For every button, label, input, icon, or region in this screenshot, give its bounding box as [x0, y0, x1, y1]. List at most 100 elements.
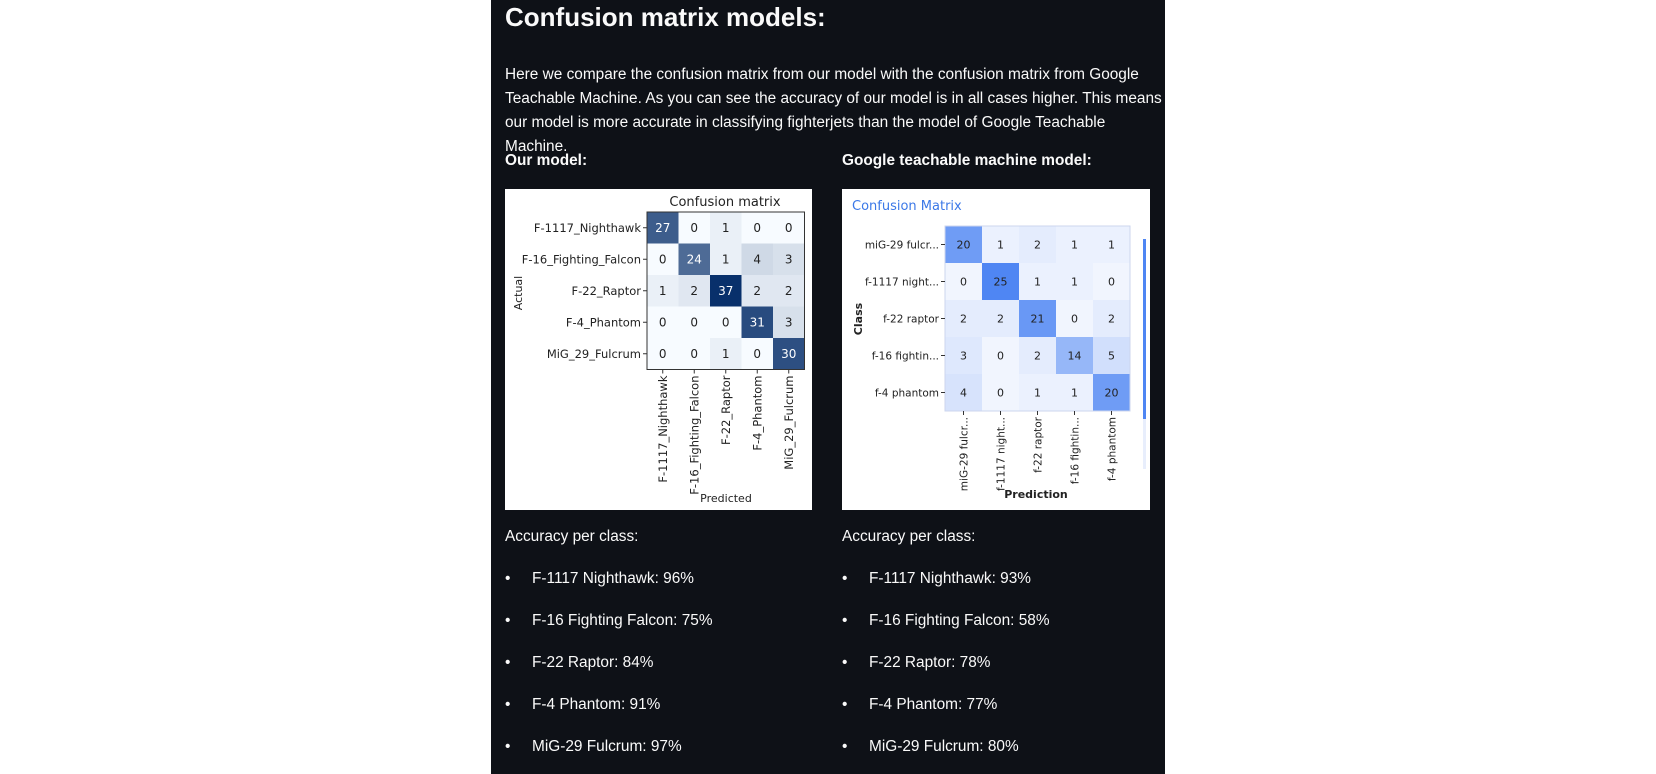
- our-model-heading: Our model:: [505, 152, 588, 169]
- cell-value: 3: [960, 350, 967, 363]
- matrix-cell: [1019, 226, 1056, 263]
- bullet: •: [505, 654, 511, 671]
- y-tick-label: F-22_Raptor: [571, 284, 641, 298]
- cell-value: 2: [753, 284, 761, 298]
- x-tick-label: f-1117 night...: [996, 417, 1008, 491]
- bullet: •: [842, 738, 848, 755]
- cell-value: 2: [1034, 350, 1041, 363]
- cell-value: 2: [997, 313, 1004, 326]
- matrix-cell: [773, 306, 805, 338]
- cell-value: 1: [1071, 239, 1078, 252]
- cell-value: 14: [1068, 350, 1082, 363]
- y-tick-label: F-4_Phantom: [566, 315, 641, 329]
- matrix-cell: [647, 338, 679, 370]
- matrix-cell: [647, 243, 679, 275]
- x-tick-label: f-4 phantom: [1107, 417, 1119, 481]
- matrix-cell: [1056, 337, 1093, 374]
- matrix-cell: [1019, 263, 1056, 300]
- cell-value: 0: [997, 350, 1004, 363]
- chart-title: Confusion Matrix: [852, 199, 962, 214]
- accuracy-item-text: F-22 Raptor: 84%: [532, 654, 654, 671]
- matrix-cell: [982, 300, 1019, 337]
- cell-value: 21: [1031, 313, 1045, 326]
- cell-value: 0: [997, 387, 1004, 400]
- cell-value: 0: [659, 252, 667, 266]
- matrix-cell: [1093, 263, 1130, 300]
- cell-value: 1: [722, 252, 730, 266]
- matrix-cell: [710, 338, 742, 370]
- bullet: •: [505, 570, 511, 587]
- cell-value: 0: [753, 221, 761, 235]
- accuracy-item-text: MiG-29 Fulcrum: 80%: [869, 738, 1019, 755]
- cell-value: 20: [1105, 387, 1119, 400]
- cell-value: 27: [655, 221, 670, 235]
- matrix-cell: [982, 263, 1019, 300]
- matrix-cell: [1056, 300, 1093, 337]
- matrix-cell: [741, 243, 773, 275]
- x-tick-label: F-16_Fighting_Falcon: [687, 376, 701, 495]
- accuracy-item-text: F-4 Phantom: 77%: [869, 696, 998, 713]
- matrix-cell: [741, 275, 773, 307]
- cell-value: 1: [1108, 239, 1115, 252]
- matrix-cell: [982, 337, 1019, 374]
- matrix-cell: [1056, 263, 1093, 300]
- y-tick-label: MiG_29_Fulcrum: [547, 347, 641, 361]
- page-title: Confusion matrix models:: [505, 2, 826, 32]
- y-tick-label: F-1117_Nighthawk: [534, 221, 641, 235]
- matrix-cell: [945, 300, 982, 337]
- cell-value: 1: [1034, 387, 1041, 400]
- accuracy-item-text: F-4 Phantom: 91%: [532, 696, 661, 713]
- matrix-cell: [982, 226, 1019, 263]
- accuracy-item-text: MiG-29 Fulcrum: 97%: [532, 738, 682, 755]
- cell-value: 4: [960, 387, 967, 400]
- accuracy-item-text: F-1117 Nighthawk: 93%: [869, 570, 1031, 587]
- cell-value: 1: [997, 239, 1004, 252]
- y-tick-label: miG-29 fulcr...: [865, 240, 939, 252]
- cell-value: 24: [687, 252, 702, 266]
- matrix-cell: [710, 275, 742, 307]
- cell-value: 1: [1034, 276, 1041, 289]
- y-tick-label: f-1117 night...: [865, 277, 939, 289]
- bullet: •: [505, 738, 511, 755]
- cell-value: 1: [1071, 387, 1078, 400]
- accuracy-item-text: F-16 Fighting Falcon: 75%: [532, 612, 713, 629]
- matrix-cell: [678, 212, 710, 244]
- y-axis-label: Actual: [512, 276, 525, 310]
- cell-value: 30: [781, 347, 796, 361]
- cell-value: 1: [1071, 276, 1078, 289]
- x-tick-label: miG-29 fulcr...: [959, 417, 971, 491]
- cell-value: 2: [690, 284, 698, 298]
- cell-value: 0: [690, 315, 698, 329]
- intro-paragraph: Here we compare the confusion matrix fro…: [505, 66, 1162, 155]
- cell-value: 2: [1034, 239, 1041, 252]
- matrix-cell: [710, 306, 742, 338]
- matrix-cell: [678, 306, 710, 338]
- matrix-cell: [1019, 300, 1056, 337]
- matrix-cell: [647, 306, 679, 338]
- matrix-cell: [1056, 374, 1093, 411]
- x-tick-label: F-22_Raptor: [719, 375, 733, 445]
- cell-value: 0: [785, 221, 793, 235]
- cell-value: 1: [722, 221, 730, 235]
- cell-value: 0: [1108, 276, 1115, 289]
- gtm-confusion-matrix: Confusion Matrix Prediction Class 20 1 2 1 1…: [842, 189, 1150, 510]
- x-tick-label: f-16 fightin...: [1070, 417, 1082, 484]
- x-tick-label: MiG_29_Fulcrum: [782, 376, 796, 470]
- matrix-cell: [1019, 337, 1056, 374]
- matrix-cell: [945, 263, 982, 300]
- cell-value: 20: [957, 239, 971, 252]
- bullet: •: [505, 612, 511, 629]
- x-axis-label: Prediction: [1004, 488, 1068, 501]
- matrix-cell: [741, 212, 773, 244]
- matrix-cell: [982, 374, 1019, 411]
- matrix-cell: [945, 374, 982, 411]
- cell-value: 0: [722, 315, 730, 329]
- matrix-cell: [741, 338, 773, 370]
- cell-value: 2: [1108, 313, 1115, 326]
- matrix-cell: [710, 212, 742, 244]
- matrix-cell: [773, 275, 805, 307]
- matrix-cell: [773, 212, 805, 244]
- cell-value: 2: [785, 284, 793, 298]
- bullet: •: [842, 654, 848, 671]
- x-tick-label: F-1117_Nighthawk: [656, 375, 670, 482]
